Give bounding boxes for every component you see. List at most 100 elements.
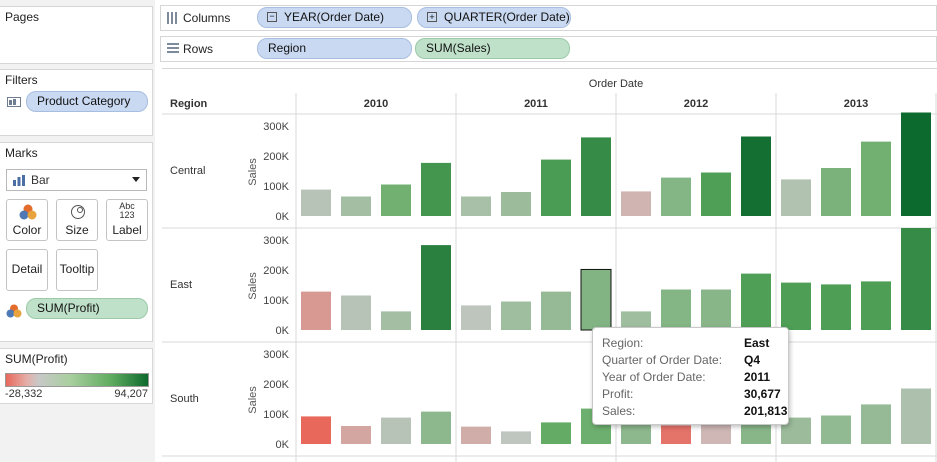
pages-card[interactable]: Pages <box>0 6 153 64</box>
mark-type-label: Bar <box>31 173 50 187</box>
y-tick-label: 300K <box>263 235 289 247</box>
y-tick-label: 100K <box>263 409 289 421</box>
column-pill-quarter-label: QUARTER(Order Date) <box>444 10 570 24</box>
bar[interactable] <box>301 291 331 330</box>
columns-icon <box>167 12 177 24</box>
pages-title: Pages <box>5 10 40 24</box>
bar[interactable] <box>861 281 891 330</box>
color-field-pill[interactable]: SUM(Profit) <box>26 298 148 319</box>
region-header: Region <box>170 98 208 110</box>
size-button[interactable]: Size <box>56 199 98 241</box>
color-button-label: Color <box>12 223 42 237</box>
color-button[interactable]: Color <box>6 199 48 241</box>
bar[interactable] <box>421 245 451 330</box>
viz-view[interactable]: Order Date Region 2010 2011 2012 2013 Central S… <box>162 68 937 462</box>
left-panel: Pages Filters Product Category Marks Bar… <box>0 0 155 462</box>
bar[interactable] <box>381 311 411 330</box>
order-date-header: Order Date <box>589 78 643 90</box>
bar[interactable] <box>461 426 491 444</box>
bar[interactable] <box>501 192 531 216</box>
y-tick-label: 300K <box>263 121 289 133</box>
marks-card: Marks Bar Color Size Abc 123 Label Detail <box>0 142 153 342</box>
bar[interactable] <box>901 112 931 217</box>
column-pill-year-label: YEAR(Order Date) <box>284 10 385 24</box>
tooltip-button[interactable]: Tooltip <box>56 249 98 291</box>
bar[interactable] <box>701 289 731 331</box>
tooltip-row: Sales: 201,813 <box>602 404 787 420</box>
bar-highlighted[interactable] <box>580 268 612 331</box>
bar[interactable] <box>381 184 411 217</box>
tooltip-value: Q4 <box>744 353 761 367</box>
bar[interactable] <box>581 137 611 216</box>
tooltip-value: East <box>744 336 770 350</box>
tooltip-row: Region: East <box>602 336 782 352</box>
y-tick-label: 0K <box>276 325 290 337</box>
bar[interactable] <box>781 179 811 216</box>
bar[interactable] <box>541 291 571 330</box>
columns-shelf[interactable]: Columns − YEAR(Order Date) + QUARTER(Ord… <box>160 5 937 31</box>
filters-card[interactable]: Filters Product Category <box>0 69 153 136</box>
color-icon <box>19 204 37 220</box>
bar[interactable] <box>301 189 331 216</box>
bar[interactable] <box>421 411 451 444</box>
bar[interactable] <box>461 305 491 330</box>
bar[interactable] <box>821 168 851 216</box>
bar[interactable] <box>381 417 411 444</box>
bar[interactable] <box>341 295 371 331</box>
bar[interactable] <box>621 424 651 445</box>
bar[interactable] <box>621 191 651 216</box>
bar[interactable] <box>501 301 531 331</box>
bar[interactable] <box>861 404 891 444</box>
mark-type-select[interactable]: Bar <box>6 169 147 191</box>
y-tick-label: 200K <box>263 265 289 277</box>
bar[interactable] <box>701 172 731 217</box>
bar[interactable] <box>781 282 811 330</box>
bar[interactable] <box>861 141 891 216</box>
tooltip-key: Sales: <box>602 404 636 418</box>
tooltip-button-label: Tooltip <box>59 262 95 276</box>
y-axis-title: Sales <box>247 272 259 300</box>
bar[interactable] <box>661 289 691 331</box>
detail-button[interactable]: Detail <box>6 249 48 291</box>
bar[interactable] <box>501 431 531 444</box>
filter-pill-product-category[interactable]: Product Category <box>26 91 148 112</box>
bar[interactable] <box>741 273 771 330</box>
bar[interactable] <box>541 422 571 444</box>
rows-icon <box>167 43 179 53</box>
profit-legend-card: SUM(Profit) -28,332 94,207 <box>0 348 153 404</box>
color-field-icon <box>6 304 22 318</box>
bar[interactable] <box>661 177 691 216</box>
bar[interactable] <box>461 196 491 217</box>
legend-gradient <box>5 373 149 387</box>
filter-item-icon <box>7 97 21 107</box>
column-pill-year[interactable]: − YEAR(Order Date) <box>257 7 412 28</box>
bar[interactable] <box>341 426 371 444</box>
bar[interactable] <box>741 136 771 217</box>
row-pill-sales[interactable]: SUM(Sales) <box>415 38 570 59</box>
expand-icon: + <box>427 12 437 22</box>
label-button-label: Label <box>112 223 142 237</box>
bar-chart[interactable]: Order Date Region 2010 2011 2012 2013 Central S… <box>162 69 937 462</box>
tooltip-value: 2011 <box>744 370 771 384</box>
y-tick-label: 200K <box>263 379 289 391</box>
bar[interactable] <box>821 415 851 445</box>
bar[interactable] <box>421 162 451 216</box>
label-button[interactable]: Abc 123 Label <box>106 199 148 241</box>
year-header: 2010 <box>364 98 388 110</box>
bar[interactable] <box>901 388 931 445</box>
bar[interactable] <box>621 311 651 330</box>
rows-shelf[interactable]: Rows Region SUM(Sales) <box>160 36 937 62</box>
bar[interactable] <box>901 228 931 330</box>
bar[interactable] <box>541 159 571 216</box>
legend-max: 94,207 <box>114 388 148 400</box>
tooltip-key: Quarter of Order Date: <box>602 353 723 367</box>
bar[interactable] <box>341 196 371 217</box>
legend-min: -28,332 <box>5 388 43 400</box>
column-pill-quarter[interactable]: + QUARTER(Order Date) <box>417 7 571 28</box>
bar[interactable] <box>301 416 331 444</box>
bar[interactable] <box>821 284 851 330</box>
bar[interactable] <box>661 425 691 444</box>
tooltip-row: Profit: 30,677 <box>602 387 782 403</box>
region-label: South <box>170 393 199 405</box>
row-pill-region[interactable]: Region <box>257 38 412 59</box>
